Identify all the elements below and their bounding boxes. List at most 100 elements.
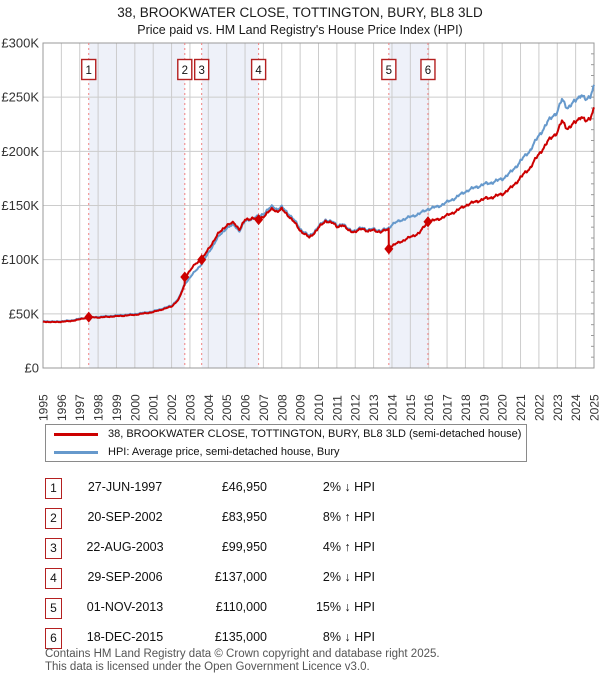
sale-number-box (193, 58, 210, 81)
sale-hpi-delta: 2% ↓ HPI (322, 480, 375, 494)
x-axis-tick-label: 2000 (128, 394, 142, 421)
x-axis-tick-label: 2007 (257, 394, 271, 421)
sale-date: 18-DEC-2015 (86, 630, 164, 644)
sale-number-badge: 6 (45, 628, 62, 649)
x-axis-tick-label: 2023 (551, 394, 565, 421)
x-axis-tick-label: 1996 (55, 394, 69, 421)
sale-hpi-delta: 8% ↓ HPI (322, 630, 375, 644)
sale-date: 22-AUG-2003 (86, 540, 164, 554)
sale-price: £110,000 (215, 600, 267, 614)
sale-number-label: 2 (182, 65, 188, 77)
x-axis-tick-label: 1997 (73, 394, 87, 421)
x-axis-tick-label: 2006 (239, 394, 253, 421)
y-axis-tick-label: £200K (1, 144, 39, 159)
sale-hpi-delta: 2% ↓ HPI (322, 570, 375, 584)
sale-marker-diamond (197, 254, 207, 266)
sale-number-badge: 5 (45, 598, 62, 619)
legend-row: 38, BROOKWATER CLOSE, TOTTINGTON, BURY, … (46, 425, 526, 443)
y-axis-tick-label: £100K (1, 252, 39, 267)
sale-number-badge: 4 (45, 568, 62, 589)
footer-line-2: This data is licensed under the Open Gov… (45, 661, 370, 673)
table-row: 1 27-JUN-1997 £46,950 2% ↓ HPI (45, 475, 390, 505)
sale-number-label: 3 (198, 65, 204, 77)
sale-price: £99,950 (221, 540, 267, 554)
sale-marker-diamond (423, 216, 433, 228)
sale-number-box (81, 58, 97, 81)
sale-price: £46,950 (221, 480, 267, 494)
sale-marker-diamond (384, 243, 394, 255)
sale-price: £135,000 (214, 630, 267, 644)
legend-label: HPI: Average price, semi-detached house,… (108, 446, 340, 458)
x-axis-tick-label: 2010 (312, 394, 326, 421)
sale-number-badge: 3 (45, 538, 62, 559)
price-history-chart: 1 2 3 4 5 6£0£50K£100K£150K£200K£250K£300K199… (1, 36, 600, 422)
x-axis-tick-label: 2005 (220, 394, 234, 421)
x-axis-tick-label: 1998 (92, 394, 106, 421)
x-axis-tick-label: 2014 (385, 394, 399, 421)
license-footer: Contains HM Land Registry data © Crown c… (45, 648, 585, 674)
sale-price: £83,950 (221, 510, 267, 524)
x-axis-tick-label: 2018 (459, 394, 473, 421)
x-axis-tick-label: 2016 (422, 394, 436, 421)
x-axis-tick-label: 2021 (514, 394, 528, 421)
x-axis-tick-label: 2022 (532, 394, 546, 421)
sale-marker-diamond (180, 271, 190, 283)
sale-number-box (250, 58, 267, 81)
x-axis-tick-label: 2015 (404, 394, 418, 421)
table-row: 6 18-DEC-2015 £135,000 8% ↓ HPI (45, 625, 390, 655)
sale-marker-diamond (254, 214, 264, 226)
sale-date: 20-SEP-2002 (87, 510, 163, 524)
y-axis-tick-label: £0 (25, 361, 39, 376)
sale-hpi-delta: 8% ↑ HPI (322, 510, 375, 524)
x-axis-tick-label: 2009 (294, 394, 308, 421)
x-axis-tick-label: 2025 (588, 394, 600, 421)
x-axis-tick-label: 2012 (349, 394, 363, 421)
sale-number-label: 4 (255, 65, 262, 77)
sale-date: 29-SEP-2006 (87, 570, 163, 584)
chart-subtitle: Price paid vs. HM Land Registry's House … (137, 23, 463, 37)
hpi-line-swatch (54, 450, 98, 454)
chart-legend: 38, BROOKWATER CLOSE, TOTTINGTON, BURY, … (45, 424, 527, 462)
sale-number-box (177, 58, 193, 81)
x-axis-tick-label: 2011 (330, 395, 344, 421)
sale-price: £137,000 (214, 570, 267, 584)
sale-number-box (420, 58, 436, 81)
sale-number-badge: 2 (45, 508, 62, 529)
table-row: 5 01-NOV-2013 £110,000 15% ↓ HPI (45, 595, 390, 625)
sale-date: 27-JUN-1997 (87, 480, 163, 494)
table-row: 3 22-AUG-2003 £99,950 4% ↑ HPI (45, 535, 390, 565)
sale-marker-diamond (84, 311, 94, 323)
x-axis-tick-label: 2002 (165, 394, 179, 421)
sale-number-box (381, 58, 397, 81)
x-axis-tick-label: 2008 (275, 394, 289, 421)
sale-hpi-delta: 4% ↑ HPI (322, 540, 375, 554)
x-axis-tick-label: 2020 (496, 394, 510, 421)
y-axis-tick-label: £300K (1, 36, 39, 51)
x-axis-tick-label: 2004 (202, 394, 216, 421)
footer-line-1: Contains HM Land Registry data © Crown c… (45, 648, 440, 660)
x-axis-tick-label: 2017 (441, 394, 455, 421)
sale-number-label: 5 (386, 65, 392, 77)
legend-row: HPI: Average price, semi-detached house,… (46, 443, 526, 461)
x-axis-tick-label: 2001 (147, 394, 161, 421)
table-row: 2 20-SEP-2002 £83,950 8% ↑ HPI (45, 505, 390, 535)
sale-number-label: 6 (425, 65, 431, 77)
legend-label: 38, BROOKWATER CLOSE, TOTTINGTON, BURY, … (108, 428, 522, 440)
y-axis-tick-label: £150K (1, 198, 39, 213)
x-axis-tick-label: 2019 (477, 394, 491, 421)
sale-number-label: 1 (86, 65, 92, 77)
x-axis-tick-label: 2003 (183, 394, 197, 421)
sale-number-badge: 1 (45, 478, 62, 499)
chart-title: 38, BROOKWATER CLOSE, TOTTINGTON, BURY, … (117, 5, 483, 20)
sale-date: 01-NOV-2013 (86, 600, 164, 614)
x-axis-tick-label: 2024 (569, 394, 583, 421)
table-row: 4 29-SEP-2006 £137,000 2% ↓ HPI (45, 565, 390, 595)
property-line-swatch (54, 432, 98, 436)
sale-hpi-delta: 15% ↓ HPI (315, 600, 375, 614)
x-axis-tick-label: 1999 (110, 394, 124, 421)
y-axis-tick-label: £250K (1, 90, 39, 105)
property-price-line (42, 107, 595, 324)
x-axis-tick-label: 2013 (367, 394, 381, 421)
x-axis-tick-label: 1995 (37, 394, 51, 421)
